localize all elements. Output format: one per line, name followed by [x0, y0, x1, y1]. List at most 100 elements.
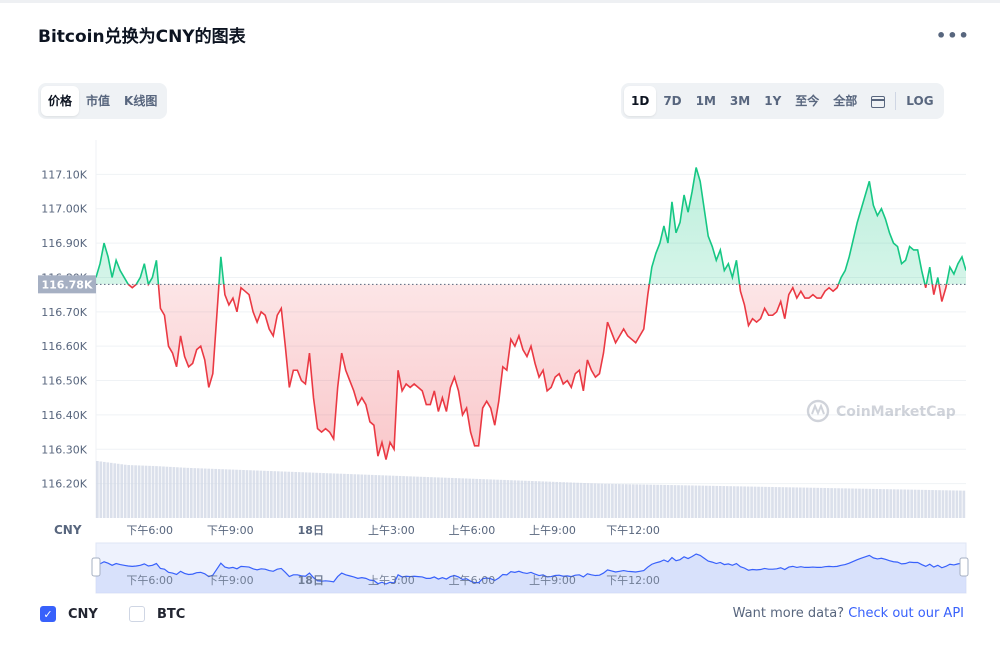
volume-bar [172, 467, 176, 518]
x-tick-label: 下午12:00 [606, 524, 660, 537]
more-options-icon[interactable]: ••• [936, 26, 970, 45]
volume-bar [844, 488, 847, 518]
navigator-left-handle[interactable] [91, 557, 101, 577]
top-divider [0, 0, 1000, 3]
x-tick-label: 上午6:00 [449, 524, 496, 537]
volume-bar [506, 480, 510, 518]
volume-bar [858, 488, 861, 518]
volume-bar [607, 483, 611, 518]
volume-bar [374, 475, 378, 518]
volume-bar [482, 479, 485, 518]
tab-price[interactable]: 价格 [41, 86, 80, 116]
navigator-tick-label: 上午9:00 [529, 574, 576, 587]
volume-bar [416, 476, 419, 518]
option-cny-label: CNY [68, 606, 98, 622]
volume-bar [565, 482, 569, 518]
volume-bar [600, 483, 604, 518]
volume-bar [444, 477, 447, 518]
volume-bar [176, 467, 179, 518]
volume-bar [242, 470, 245, 518]
tab-candlestick[interactable]: K线图 [124, 94, 158, 108]
volume-bar [879, 489, 882, 518]
volume-bar [423, 476, 426, 518]
volume-bar [367, 474, 371, 518]
volume-bar [280, 471, 284, 518]
volume-bar [649, 484, 652, 518]
volume-bar [186, 467, 190, 518]
y-tick-label: 116.40K [41, 409, 87, 422]
volume-bar [722, 486, 726, 518]
volume-bar [370, 474, 374, 518]
navigator-right-handle[interactable] [959, 557, 969, 577]
volume-bar [785, 487, 788, 518]
option-btc-label: BTC [157, 606, 186, 622]
volume-bar [624, 484, 628, 518]
volume-bar [746, 486, 750, 518]
volume-bar [283, 471, 287, 518]
volume-bar [579, 482, 583, 518]
volume-bar [402, 476, 405, 518]
volume-bar [290, 471, 294, 518]
volume-bar [245, 470, 249, 518]
volume-bar [955, 490, 959, 518]
option-btc[interactable]: BTC [129, 606, 185, 622]
chart-type-tabs: 价格 市值 K线图 [38, 83, 168, 119]
log-scale-button[interactable]: LOG [906, 94, 934, 108]
volume-bar [611, 483, 614, 518]
checkbox-unchecked-icon[interactable] [129, 606, 145, 622]
volume-bar [137, 465, 141, 518]
range-all[interactable]: 全部 [833, 94, 858, 108]
volume-bar [558, 482, 562, 518]
volume-bar [315, 472, 318, 518]
volume-bar [183, 467, 186, 518]
volume-bar [774, 487, 778, 518]
volume-bar [263, 470, 266, 518]
volume-bar [329, 473, 332, 518]
volume-bar [604, 483, 607, 518]
volume-bar [524, 480, 527, 518]
volume-bar [457, 478, 461, 518]
volume-bar [360, 474, 364, 518]
range-3m[interactable]: 3M [729, 94, 751, 108]
volume-bar [426, 477, 430, 518]
volume-bar [102, 461, 106, 518]
volume-bar [200, 468, 204, 518]
range-1d[interactable]: 1D [624, 86, 657, 116]
navigator-tick-label: 上午6:00 [449, 574, 496, 587]
volume-bar [405, 476, 409, 518]
volume-bar [430, 477, 433, 518]
checkbox-checked-icon[interactable]: ✓ [40, 606, 56, 622]
api-link[interactable]: Check out our API [848, 606, 964, 621]
range-ytd[interactable]: 至今 [795, 94, 820, 108]
volume-bar [297, 472, 301, 518]
range-1y[interactable]: 1Y [764, 94, 782, 108]
range-7d[interactable]: 7D [663, 94, 682, 108]
volume-bar [872, 488, 875, 518]
volume-bar [155, 466, 158, 518]
option-cny[interactable]: ✓ CNY [40, 606, 98, 622]
date-range-button[interactable] [864, 86, 892, 116]
volume-bar [618, 484, 621, 518]
volume-bar [593, 483, 597, 518]
volume-bar [551, 481, 555, 518]
volume-bar [927, 489, 931, 518]
volume-bar [941, 490, 945, 518]
volume-bar [861, 488, 865, 518]
volume-bar [778, 487, 781, 518]
y-tick-label: 116.20K [41, 478, 87, 491]
volume-bar [868, 488, 872, 518]
volume-bar [760, 486, 764, 518]
y-tick-label: 116.70K [41, 306, 87, 319]
volume-bar [670, 485, 673, 518]
volume-bar [750, 486, 753, 518]
volume-bar [169, 466, 172, 518]
volume-bar [384, 475, 388, 518]
tab-market-cap[interactable]: 市值 [86, 94, 111, 108]
volume-bar [757, 486, 760, 518]
volume-bar [917, 489, 920, 518]
volume-bar [635, 484, 639, 518]
navigator-tick-label: 18日 [298, 574, 324, 587]
volume-bar [343, 473, 346, 518]
range-1m[interactable]: 1M [695, 94, 716, 108]
volume-bar [235, 469, 238, 518]
